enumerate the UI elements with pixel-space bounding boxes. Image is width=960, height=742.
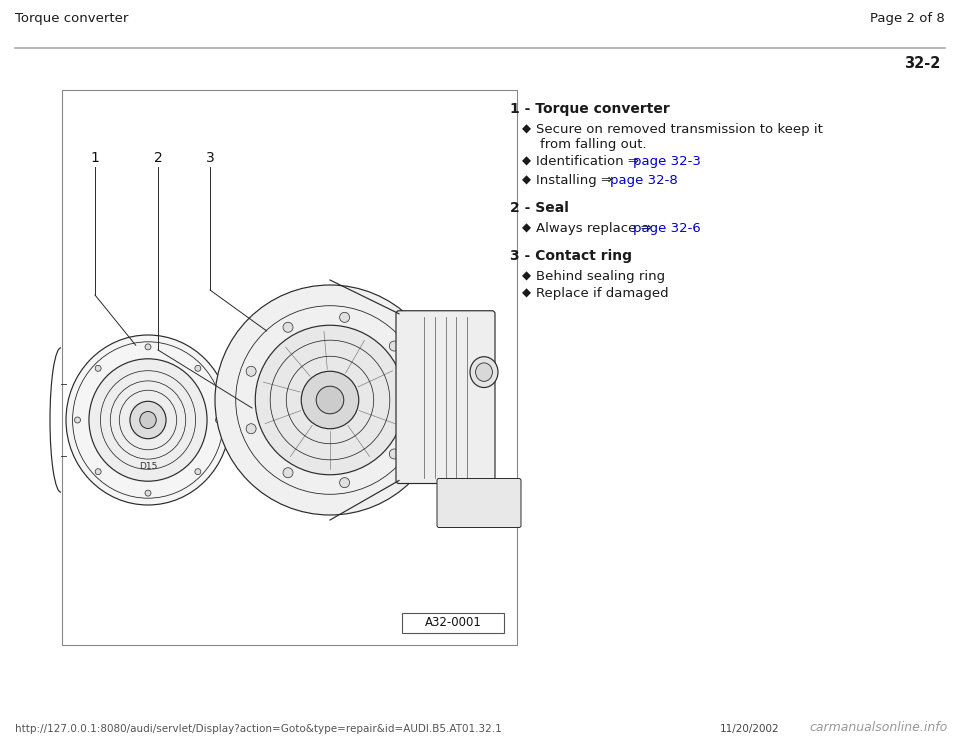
Text: 3 - Contact ring: 3 - Contact ring (510, 249, 632, 263)
Text: 1 - Torque converter: 1 - Torque converter (510, 102, 670, 116)
Ellipse shape (195, 469, 201, 475)
Ellipse shape (195, 365, 201, 371)
Ellipse shape (244, 416, 260, 440)
Text: A32-0001: A32-0001 (424, 617, 481, 629)
Ellipse shape (475, 363, 492, 381)
Bar (402, 613, 504, 633)
Circle shape (409, 395, 419, 405)
Text: 2: 2 (154, 151, 162, 165)
Text: ◆: ◆ (522, 123, 531, 136)
Text: 32-2: 32-2 (903, 56, 940, 71)
Ellipse shape (238, 409, 266, 447)
Text: 1: 1 (90, 151, 100, 165)
Ellipse shape (75, 417, 81, 423)
Text: page 32-6: page 32-6 (633, 222, 701, 235)
Circle shape (283, 467, 293, 478)
Ellipse shape (130, 401, 166, 439)
Circle shape (340, 478, 349, 487)
FancyBboxPatch shape (437, 479, 521, 528)
Text: ◆: ◆ (522, 174, 531, 187)
Text: 2 - Seal: 2 - Seal (510, 201, 569, 215)
Circle shape (390, 341, 399, 351)
Circle shape (340, 312, 349, 322)
Text: page 32-3: page 32-3 (633, 155, 701, 168)
Ellipse shape (140, 412, 156, 428)
Text: Installing ⇒: Installing ⇒ (536, 174, 616, 187)
Ellipse shape (145, 490, 151, 496)
Text: Secure on removed transmission to keep it: Secure on removed transmission to keep i… (536, 123, 823, 136)
Circle shape (283, 322, 293, 332)
Text: http://127.0.0.1:8080/audi/servlet/Display?action=Goto&type=repair&id=AUDI.B5.AT: http://127.0.0.1:8080/audi/servlet/Displ… (15, 724, 502, 734)
Circle shape (246, 424, 256, 434)
Ellipse shape (95, 469, 101, 475)
Text: ◆: ◆ (522, 287, 531, 300)
Text: Identification ⇒: Identification ⇒ (536, 155, 643, 168)
Text: page 32-8: page 32-8 (611, 174, 678, 187)
Text: ◆: ◆ (522, 222, 531, 235)
Circle shape (390, 449, 399, 459)
Text: 3: 3 (205, 151, 214, 165)
Circle shape (255, 325, 405, 475)
Text: Behind sealing ring: Behind sealing ring (536, 270, 665, 283)
Ellipse shape (248, 422, 256, 434)
Text: ◆: ◆ (522, 155, 531, 168)
Circle shape (316, 386, 344, 414)
Text: from falling out.: from falling out. (540, 138, 647, 151)
Text: Torque converter: Torque converter (15, 12, 129, 25)
Circle shape (246, 367, 256, 376)
Circle shape (301, 371, 359, 429)
Text: carmanualsonline.info: carmanualsonline.info (809, 721, 948, 734)
FancyBboxPatch shape (396, 311, 495, 484)
Text: Page 2 of 8: Page 2 of 8 (871, 12, 945, 25)
Text: Replace if damaged: Replace if damaged (536, 287, 668, 300)
Text: 11/20/2002: 11/20/2002 (720, 724, 780, 734)
Ellipse shape (66, 335, 230, 505)
Ellipse shape (470, 357, 498, 387)
Ellipse shape (145, 344, 151, 350)
Ellipse shape (215, 417, 222, 423)
Text: D15: D15 (139, 462, 157, 471)
Text: ◆: ◆ (522, 270, 531, 283)
Text: Always replace ⇒: Always replace ⇒ (536, 222, 656, 235)
Circle shape (215, 285, 445, 515)
Ellipse shape (89, 359, 207, 482)
Ellipse shape (95, 365, 101, 371)
Bar (62, 90, 517, 645)
